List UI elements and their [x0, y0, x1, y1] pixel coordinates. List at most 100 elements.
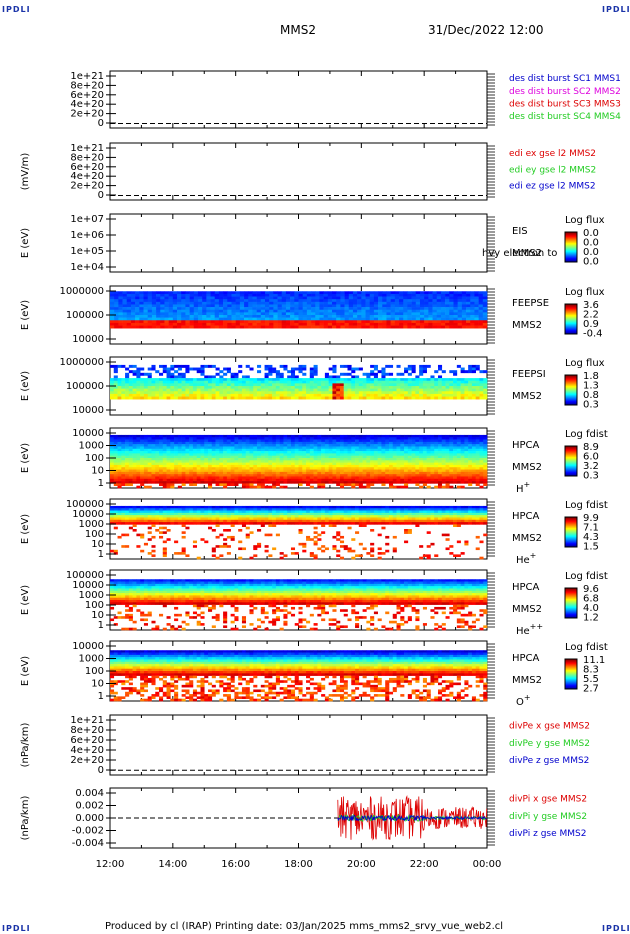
heat-cell — [125, 455, 130, 459]
colorbar-frame — [564, 303, 578, 335]
heat-cell — [143, 476, 148, 480]
heat-cell — [208, 467, 213, 470]
heat-cell — [130, 307, 136, 311]
heat-cell — [343, 453, 348, 456]
heat-cell — [302, 455, 307, 459]
heat-cell — [461, 307, 467, 311]
heat-cell — [407, 372, 412, 376]
heat-cell — [290, 383, 296, 387]
heat-cell — [252, 317, 257, 321]
heat-cell — [159, 453, 164, 456]
heat-cell — [415, 320, 421, 324]
heat-cell — [193, 293, 199, 297]
heat-cell — [132, 462, 137, 466]
heat-cell — [415, 444, 420, 447]
colorbar-cell — [565, 323, 577, 325]
heat-cell — [192, 469, 198, 473]
heat-cell — [196, 455, 201, 459]
heat-cell — [422, 476, 427, 480]
heat-cell — [366, 476, 371, 480]
heat-cell — [140, 460, 145, 463]
heat-cell — [434, 446, 439, 450]
heat-cell — [143, 446, 148, 450]
heat-cell — [339, 396, 345, 400]
heat-cell — [324, 393, 329, 397]
heat-cell — [373, 364, 378, 368]
heat-cell — [170, 386, 175, 389]
heat-cell — [317, 448, 322, 452]
heat-cell — [343, 451, 348, 454]
heat-cell — [313, 462, 318, 466]
heat-cell — [155, 388, 160, 392]
heat-cell — [234, 388, 239, 392]
heat-cell — [475, 383, 480, 387]
heat-cell — [386, 309, 391, 313]
heat-cell — [419, 469, 424, 473]
heat-cell — [281, 320, 287, 324]
heat-cell — [275, 474, 280, 477]
heat-cell — [302, 378, 307, 382]
heat-cell — [298, 301, 303, 305]
heat-cell — [140, 448, 145, 452]
heat-cell — [238, 471, 243, 475]
heat-cell — [470, 325, 475, 329]
heat-cell — [135, 322, 140, 326]
heat-cell — [441, 437, 446, 440]
heat-cell — [238, 378, 243, 382]
heat-cell — [164, 307, 169, 311]
heat-cell — [369, 291, 375, 295]
heat-cell — [275, 370, 280, 374]
heat-cell — [351, 393, 356, 397]
heat-cell — [483, 476, 488, 480]
heat-cell — [234, 437, 239, 440]
heat-cell — [200, 451, 205, 454]
heat-cell — [366, 481, 371, 484]
heat-cell — [302, 307, 308, 311]
heat-cell — [424, 309, 429, 313]
heat-cell — [218, 291, 224, 295]
heat-cell — [218, 293, 224, 297]
heat-cell — [174, 437, 179, 440]
heat-cell — [404, 448, 409, 452]
heat-cell — [399, 322, 404, 326]
heat-cell — [290, 325, 295, 329]
heat-cell — [151, 317, 157, 321]
heat-cell — [428, 322, 433, 326]
heat-cell — [440, 296, 446, 300]
heat-cell — [166, 375, 171, 379]
heat-cell — [192, 444, 198, 447]
heat-cell — [332, 464, 337, 468]
heat-cell — [241, 378, 247, 382]
heat-cell — [453, 325, 458, 329]
heat-cell — [403, 304, 408, 308]
heat-cell — [113, 434, 118, 438]
heat-cell — [400, 453, 405, 456]
heat-cell — [234, 467, 239, 470]
heat-cell — [159, 439, 164, 443]
heat-cell — [428, 299, 433, 303]
heat-cell — [298, 441, 303, 445]
heat-cell — [298, 458, 303, 461]
heat-cell — [126, 304, 132, 308]
heat-cell — [332, 378, 337, 382]
heat-cell — [385, 391, 390, 395]
heat-cell — [298, 481, 303, 484]
heat-cell — [399, 312, 404, 316]
heat-cell — [287, 388, 292, 392]
heat-cell — [241, 476, 247, 480]
heat-cell — [365, 299, 371, 303]
colorbar-cell — [565, 308, 577, 310]
heat-cell — [317, 391, 322, 395]
heat-cell — [166, 469, 171, 473]
heat-cell — [432, 325, 438, 329]
heat-cell — [208, 378, 213, 382]
colorbar-cell — [565, 468, 577, 470]
heat-cell — [298, 315, 303, 318]
heat-cell — [340, 304, 345, 308]
heat-cell — [253, 462, 258, 466]
heat-cell — [164, 320, 169, 324]
heat-cell — [390, 296, 396, 300]
heat-cell — [164, 309, 169, 313]
heat-cell — [351, 437, 356, 440]
heat-cell — [162, 386, 167, 389]
